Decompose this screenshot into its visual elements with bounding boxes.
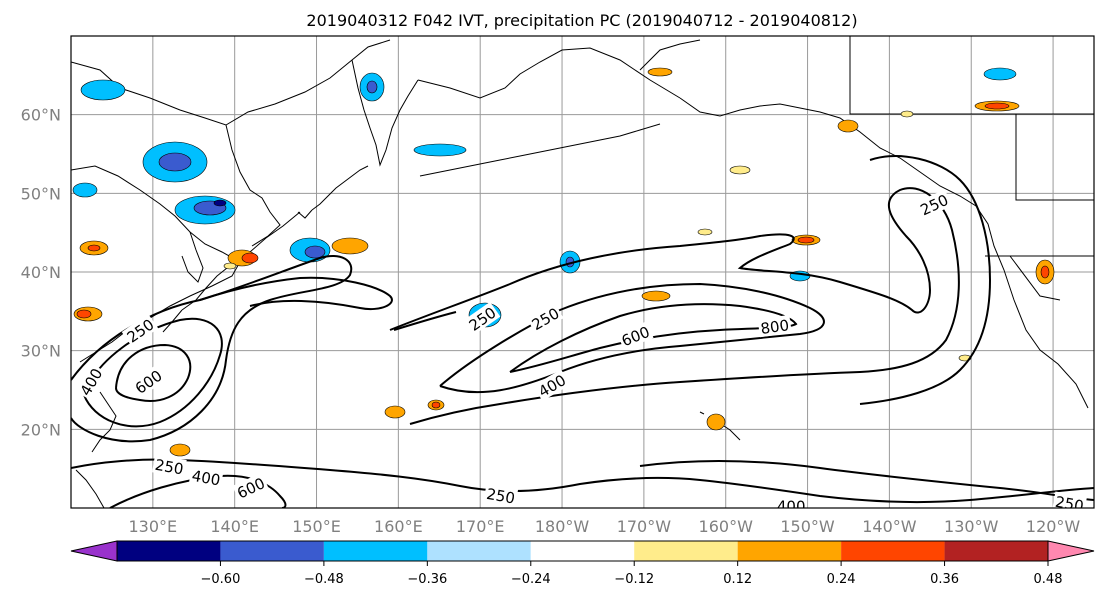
colorbar-ticks: −0.60 −0.48 −0.36 −0.24 −0.12 0.12 0.24 0.36 0.4… bbox=[201, 561, 1063, 587]
colorbar-bin bbox=[634, 541, 738, 561]
lon-tick-label: 160°W bbox=[699, 517, 754, 536]
lon-tick-label: 170°W bbox=[617, 517, 672, 536]
lon-tick-label: 150°E bbox=[292, 517, 341, 536]
contour-label-text: 800 bbox=[759, 316, 790, 338]
colorbar-extend-under bbox=[70, 540, 118, 562]
colorbar: −0.60 −0.48 −0.36 −0.24 −0.12 0.12 0.24 0.36 0.4… bbox=[70, 540, 1095, 587]
contour-label-background bbox=[483, 483, 519, 507]
lat-tick-label: 40°N bbox=[21, 263, 61, 282]
lon-tick-label: 130°E bbox=[129, 517, 178, 536]
contour-label-background bbox=[757, 314, 792, 338]
contour-label-background bbox=[915, 189, 953, 220]
contour-label-background bbox=[121, 313, 159, 347]
contour-label-background bbox=[1052, 491, 1087, 508]
lon-tick-label: 180°W bbox=[535, 517, 590, 536]
latitude-labels: 20°N 30°N 40°N 50°N 60°N bbox=[21, 106, 61, 440]
colorbar-tick-label: −0.12 bbox=[614, 572, 654, 587]
colorbar-tick-label: 0.12 bbox=[723, 572, 752, 587]
lon-tick-label: 140°E bbox=[210, 517, 259, 536]
colorbar-bin bbox=[117, 541, 221, 561]
longitude-labels: 130°E 140°E 150°E 160°E 170°E 180°W 170°W 160°W… bbox=[129, 517, 1081, 536]
colorbar-bin bbox=[944, 541, 1048, 561]
contour-label-text: 400 bbox=[190, 467, 221, 490]
ivt-contour-label: 400 bbox=[775, 496, 808, 515]
contour-label-text: 250 bbox=[1054, 493, 1085, 516]
colorbar-bin bbox=[530, 541, 635, 561]
contour-label-text: 250 bbox=[154, 456, 185, 479]
contour-label-background bbox=[775, 496, 808, 508]
contour-label-background bbox=[533, 369, 571, 401]
lat-tick-label: 20°N bbox=[21, 420, 61, 439]
contour-label-background bbox=[188, 465, 224, 489]
lon-tick-label: 130°W bbox=[944, 517, 999, 536]
colorbar-bin bbox=[323, 541, 428, 561]
lat-tick-label: 60°N bbox=[21, 106, 61, 125]
colorbar-tick-label: −0.48 bbox=[304, 572, 344, 587]
colorbar-bin bbox=[427, 541, 531, 561]
lat-tick-label: 30°N bbox=[21, 342, 61, 361]
lon-tick-label: 120°W bbox=[1026, 517, 1081, 536]
ivt-contour-label: 400 bbox=[188, 465, 224, 490]
contour-label-background bbox=[129, 364, 167, 398]
colorbar-bin bbox=[737, 541, 842, 561]
lon-tick-label: 170°E bbox=[456, 517, 505, 536]
colorbar-bin bbox=[220, 541, 324, 561]
contour-label-background bbox=[152, 454, 187, 478]
lat-tick-label: 50°N bbox=[21, 184, 61, 203]
colorbar-tick-label: −0.60 bbox=[201, 572, 241, 587]
precip-anomaly-patches bbox=[72, 67, 1055, 457]
ivt-contour-label: 250 bbox=[483, 483, 519, 508]
colorbar-bin bbox=[841, 541, 945, 561]
map-frame bbox=[70, 35, 1095, 509]
ivt-contour-label: 800 bbox=[757, 314, 792, 338]
contour-label-text: 400 bbox=[777, 497, 806, 515]
political-borders bbox=[849, 36, 1094, 301]
colorbar-tick-label: 0.36 bbox=[930, 572, 959, 587]
colorbar-tick-label: 0.48 bbox=[1034, 572, 1063, 587]
lon-tick-label: 150°W bbox=[780, 517, 835, 536]
ivt-contours bbox=[71, 155, 1094, 508]
colorbar-extend-over bbox=[1047, 540, 1095, 562]
contour-label-background bbox=[526, 302, 564, 335]
contour-label-text: 250 bbox=[485, 485, 516, 508]
ivt-contour-label: 250 bbox=[152, 454, 187, 478]
lon-tick-label: 140°W bbox=[862, 517, 917, 536]
colorbar-tick-label: −0.36 bbox=[407, 572, 447, 587]
contour-label-background bbox=[463, 301, 501, 335]
map-title: 2019040312 F042 IVT, precipitation PC (2… bbox=[306, 11, 857, 30]
lon-tick-label: 160°E bbox=[374, 517, 423, 536]
ivt-contour-label: 250 bbox=[1052, 491, 1087, 516]
contour-label-background bbox=[74, 363, 107, 400]
colorbar-tick-label: −0.24 bbox=[511, 572, 551, 587]
contour-label-background bbox=[232, 472, 269, 503]
colorbar-tick-label: 0.24 bbox=[827, 572, 856, 587]
colorbar-bins bbox=[116, 540, 1049, 562]
contour-label-background bbox=[617, 321, 654, 350]
